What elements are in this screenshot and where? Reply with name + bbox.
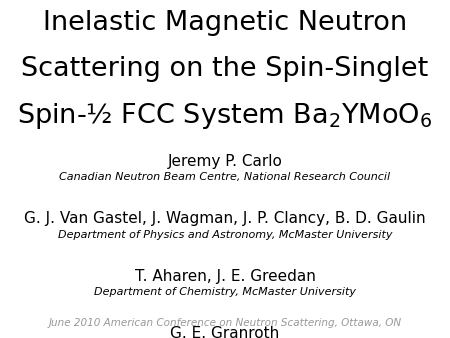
Text: Department of Chemistry, McMaster University: Department of Chemistry, McMaster Univer…: [94, 287, 356, 297]
Text: T. Aharen, J. E. Greedan: T. Aharen, J. E. Greedan: [135, 269, 315, 284]
Text: G. E. Granroth: G. E. Granroth: [171, 326, 279, 338]
Text: Jeremy P. Carlo: Jeremy P. Carlo: [167, 154, 283, 169]
Text: Scattering on the Spin-Singlet: Scattering on the Spin-Singlet: [22, 56, 428, 82]
Text: Canadian Neutron Beam Centre, National Research Council: Canadian Neutron Beam Centre, National R…: [59, 172, 391, 183]
Text: June 2010 American Conference on Neutron Scattering, Ottawa, ON: June 2010 American Conference on Neutron…: [49, 318, 401, 328]
Text: Spin-½ FCC System Ba$_2$YMoO$_6$: Spin-½ FCC System Ba$_2$YMoO$_6$: [18, 101, 432, 131]
Text: Department of Physics and Astronomy, McMaster University: Department of Physics and Astronomy, McM…: [58, 230, 392, 240]
Text: G. J. Van Gastel, J. Wagman, J. P. Clancy, B. D. Gaulin: G. J. Van Gastel, J. Wagman, J. P. Clanc…: [24, 211, 426, 226]
Text: Inelastic Magnetic Neutron: Inelastic Magnetic Neutron: [43, 10, 407, 36]
